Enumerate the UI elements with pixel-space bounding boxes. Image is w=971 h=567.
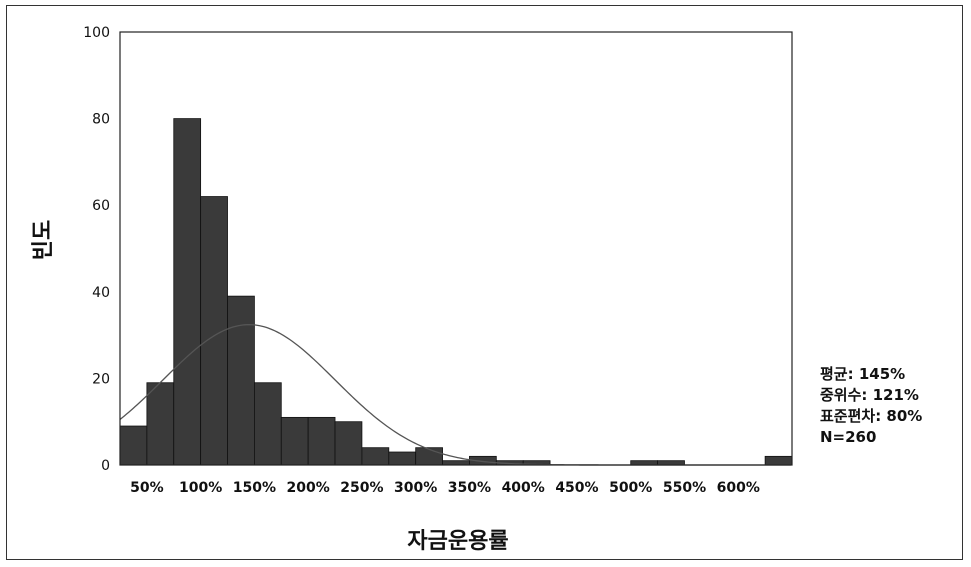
x-tick-label: 600% <box>717 480 760 496</box>
histogram-bar <box>227 295 255 466</box>
histogram-bar <box>119 425 148 466</box>
histogram-bar <box>388 451 417 466</box>
histogram-bar <box>307 416 336 466</box>
stat-median: 중위수: 121% <box>820 386 919 404</box>
y-tick-label: 80 <box>92 112 110 128</box>
x-tick-label: 50% <box>130 480 164 496</box>
y-tick-label: 20 <box>92 371 110 387</box>
histogram-bar <box>253 382 282 466</box>
x-tick-label: 400% <box>502 480 545 496</box>
x-tick-label: 450% <box>555 480 598 496</box>
x-tick-label: 200% <box>287 480 330 496</box>
y-tick-label: 0 <box>101 458 110 474</box>
x-tick-label: 500% <box>609 480 652 496</box>
plot-area-border <box>119 31 793 466</box>
stat-sd: 표준편차: 80% <box>820 407 923 425</box>
x-tick-label: 150% <box>233 480 276 496</box>
y-axis-label: 빈도 <box>31 220 56 260</box>
histogram-bar <box>361 447 390 466</box>
histogram-bar <box>764 455 793 466</box>
x-tick-label: 300% <box>394 480 437 496</box>
y-tick-label: 40 <box>92 285 110 301</box>
stat-mean: 평균: 145% <box>820 365 906 383</box>
x-tick-label: 100% <box>179 480 222 496</box>
x-tick-label: 350% <box>448 480 491 496</box>
summary-statistics: 평균: 145% 중위수: 121% 표준편차: 80% N=260 <box>820 364 922 448</box>
y-tick-label: 60 <box>92 198 110 214</box>
histogram-bar <box>280 416 309 466</box>
x-tick-label: 550% <box>663 480 706 496</box>
y-tick-label: 100 <box>83 25 110 41</box>
histogram-bar <box>146 382 175 466</box>
figure-frame <box>6 5 963 560</box>
histogram-bar <box>334 421 363 466</box>
histogram-bar <box>173 118 202 466</box>
histogram-bar <box>415 447 443 466</box>
x-tick-label: 250% <box>340 480 383 496</box>
x-axis-label: 자금운용률 <box>407 529 508 554</box>
stat-n: N=260 <box>820 428 877 446</box>
histogram-bar <box>442 460 470 466</box>
